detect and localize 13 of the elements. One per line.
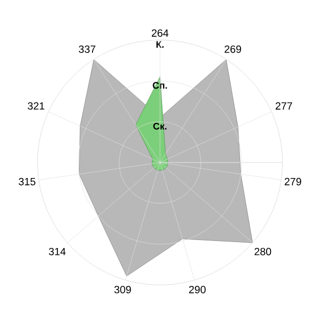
spoke-label: 279 [284,178,302,186]
spoke-label: 315 [18,178,36,186]
spoke-label: 264 [152,29,168,37]
y-tick-label: К. [156,41,164,48]
spoke-label: 277 [276,102,292,110]
spoke-label: 337 [78,45,96,53]
spoke-label: 321 [28,102,44,110]
spoke-label: 280 [254,248,272,256]
spoke-label: 290 [189,286,206,294]
spoke-label: 314 [48,248,66,256]
spoke-label: 309 [114,286,131,294]
spoke-label: 269 [224,45,242,53]
y-tick-label: Ск. [153,122,166,130]
